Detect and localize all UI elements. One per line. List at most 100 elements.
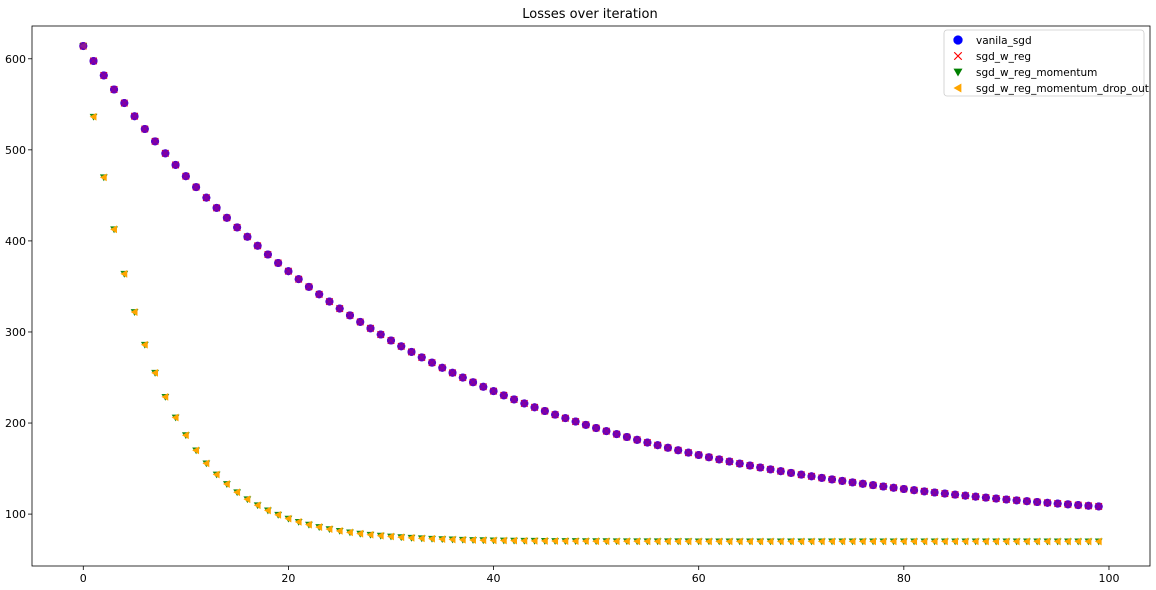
data-point xyxy=(951,490,960,499)
data-point xyxy=(817,537,825,546)
x-tick-label: 40 xyxy=(487,572,501,585)
legend-marker xyxy=(953,51,963,61)
data-point xyxy=(971,492,980,501)
data-point xyxy=(889,483,898,492)
data-point xyxy=(335,304,344,313)
data-point xyxy=(1053,499,1062,508)
data-point xyxy=(181,172,190,181)
data-point xyxy=(489,387,498,396)
data-point xyxy=(428,358,437,367)
data-point xyxy=(592,424,601,433)
data-point xyxy=(284,514,292,523)
data-point xyxy=(233,223,242,232)
data-point xyxy=(622,537,630,546)
data-point xyxy=(120,269,128,278)
data-point xyxy=(828,475,837,484)
x-tick-label: 100 xyxy=(1098,572,1119,585)
data-point xyxy=(879,537,887,546)
data-point xyxy=(848,478,857,487)
data-point xyxy=(79,42,88,51)
data-point xyxy=(151,368,159,377)
data-point xyxy=(438,363,447,372)
data-point xyxy=(1064,537,1071,546)
data-point xyxy=(376,531,384,540)
data-point xyxy=(417,534,425,543)
data-point xyxy=(1033,537,1041,546)
legend-label: sgd_w_reg xyxy=(976,51,1031,63)
data-point xyxy=(407,347,416,356)
data-point xyxy=(181,431,189,440)
x-tick-label: 20 xyxy=(281,572,295,585)
legend: vanila_sgd sgd_w_reg sgd_w_reg_momentumsgd… xyxy=(943,29,1149,97)
data-point xyxy=(1022,497,1031,506)
data-point xyxy=(715,455,724,464)
data-point xyxy=(704,453,713,462)
data-point xyxy=(940,489,949,498)
data-point xyxy=(140,340,148,349)
data-point xyxy=(971,537,979,546)
data-point xyxy=(787,468,796,477)
data-point xyxy=(294,517,302,526)
data-point xyxy=(161,149,170,158)
data-point xyxy=(961,537,969,546)
data-point xyxy=(284,267,293,276)
x-tick-label: 0 xyxy=(80,572,87,585)
data-point xyxy=(899,537,907,546)
data-point xyxy=(386,336,395,345)
data-point xyxy=(787,537,794,546)
x-tick-label: 60 xyxy=(692,572,706,585)
data-point xyxy=(304,282,313,291)
legend-marker xyxy=(953,68,963,77)
data-point xyxy=(889,537,897,546)
data-point xyxy=(120,99,129,108)
data-point xyxy=(869,481,878,490)
data-point xyxy=(171,413,179,422)
data-point xyxy=(335,526,343,535)
y-tick-label: 300 xyxy=(5,326,26,339)
data-point xyxy=(1033,498,1042,507)
data-point xyxy=(797,470,806,479)
data-point xyxy=(664,537,671,546)
data-point xyxy=(274,510,282,519)
data-point xyxy=(807,472,816,481)
legend-label: sgd_w_reg_momentum xyxy=(976,67,1097,79)
data-point xyxy=(910,537,918,546)
data-point xyxy=(274,258,283,267)
data-point xyxy=(325,525,333,534)
data-point xyxy=(1063,500,1072,509)
legend-box xyxy=(943,29,1145,97)
data-point xyxy=(622,433,631,442)
data-point xyxy=(448,368,457,377)
data-point xyxy=(264,506,271,515)
data-point xyxy=(530,403,539,412)
y-tick-label: 500 xyxy=(5,144,26,157)
data-point xyxy=(561,414,570,423)
data-point xyxy=(1012,537,1020,546)
data-point xyxy=(253,501,261,510)
data-point xyxy=(192,446,200,455)
data-point xyxy=(520,399,529,408)
legend-label: vanila_sgd xyxy=(976,35,1032,47)
data-point xyxy=(458,535,466,544)
data-point xyxy=(930,537,938,546)
data-point xyxy=(479,536,487,545)
data-point xyxy=(520,536,528,545)
data-point xyxy=(346,528,353,537)
data-point xyxy=(222,213,231,222)
data-point xyxy=(1094,537,1102,546)
data-point xyxy=(387,532,394,541)
data-point xyxy=(848,537,856,546)
chart-title: Losses over iteration xyxy=(522,7,657,22)
data-point xyxy=(1084,537,1092,546)
data-point xyxy=(807,537,815,546)
data-point xyxy=(930,488,939,497)
data-point xyxy=(838,537,846,546)
data-point xyxy=(674,537,682,546)
data-point xyxy=(981,537,989,546)
data-point xyxy=(776,537,784,546)
data-point xyxy=(746,537,753,546)
data-point xyxy=(817,473,826,482)
data-point xyxy=(674,446,683,455)
data-point xyxy=(643,438,652,447)
